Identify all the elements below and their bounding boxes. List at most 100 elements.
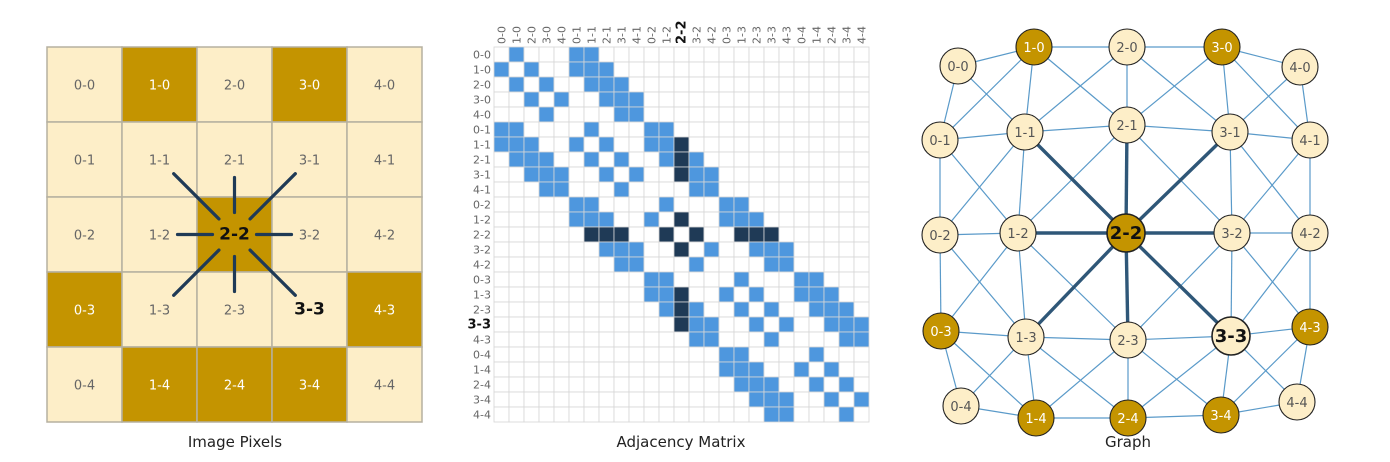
matrix-cell-1-4-1-2 — [658, 361, 675, 378]
matrix-cell-1-1-0-3 — [718, 136, 735, 153]
matrix-cell-3-2-3-2 — [688, 241, 705, 258]
matrix-cell-1-2-4-3 — [778, 211, 795, 228]
matrix-cell-3-4-3-3 — [763, 391, 780, 408]
matrix-row-label: 1-2 — [473, 214, 491, 227]
matrix-cell-0-0-4-4 — [853, 46, 870, 63]
matrix-cell-4-4-2-2 — [673, 406, 690, 423]
matrix-cell-1-2-3-3 — [763, 211, 780, 228]
matrix-cell-3-3-2-4 — [823, 316, 840, 333]
pixel-label: 3-3 — [294, 300, 325, 320]
matrix-cell-4-3-0-0 — [493, 331, 510, 348]
graph-edge — [1024, 46, 1128, 133]
matrix-cell-3-3-1-0 — [508, 316, 525, 333]
matrix-cell-1-4-2-4 — [823, 361, 840, 378]
matrix-cell-4-0-0-3 — [718, 106, 735, 123]
matrix-cell-1-3-4-0 — [553, 286, 570, 303]
matrix-cell-0-0-4-0 — [553, 46, 570, 63]
matrix-cell-4-4-0-1 — [568, 406, 585, 423]
matrix-cell-4-3-1-1 — [583, 331, 600, 348]
matrix-cell-1-4-0-1 — [568, 361, 585, 378]
matrix-cell-0-3-3-3 — [763, 271, 780, 288]
graph-node-4-0 — [1281, 48, 1319, 86]
matrix-cell-0-1-0-1 — [568, 121, 585, 138]
matrix-cell-4-2-3-0 — [538, 256, 555, 273]
matrix-cell-2-2-0-1 — [568, 226, 585, 243]
matrix-cell-4-4-2-4 — [823, 406, 840, 423]
matrix-cell-0-1-4-2 — [703, 121, 720, 138]
matrix-cell-3-2-4-4 — [853, 241, 870, 258]
matrix-cell-1-1-4-2 — [703, 136, 720, 153]
matrix-cell-1-1-4-4 — [853, 136, 870, 153]
matrix-cell-4-4-4-3 — [778, 406, 795, 423]
graph-edge — [1126, 46, 1223, 126]
matrix-cell-0-2-0-3 — [718, 196, 735, 213]
matrix-cell-2-1-0-1 — [568, 151, 585, 168]
matrix-cell-2-1-1-3 — [733, 151, 750, 168]
matrix-cell-1-3-4-1 — [628, 286, 645, 303]
matrix-cell-1-2-1-0 — [508, 211, 525, 228]
matrix-cell-1-1-2-4 — [823, 136, 840, 153]
matrix-cell-4-4-1-3 — [733, 406, 750, 423]
pixel-label: 1-0 — [149, 79, 170, 94]
matrix-cell-3-3-4-4 — [853, 316, 870, 333]
matrix-cell-0-2-0-1 — [568, 196, 585, 213]
matrix-cell-3-3-2-0 — [523, 316, 540, 333]
matrix-col-label: 1-3 — [736, 26, 749, 44]
matrix-cell-0-0-1-3 — [733, 46, 750, 63]
matrix-cell-4-1-3-3 — [763, 181, 780, 198]
matrix-cell-4-3-2-2 — [673, 331, 690, 348]
matrix-cell-2-4-0-1 — [568, 376, 585, 393]
matrix-cell-0-4-1-3 — [733, 346, 750, 363]
matrix-cell-1-1-2-1 — [598, 136, 615, 153]
matrix-cell-4-0-4-2 — [703, 106, 720, 123]
matrix-cell-1-1-0-1 — [568, 136, 585, 153]
matrix-cell-4-2-4-4 — [853, 256, 870, 273]
matrix-cell-2-4-1-2 — [658, 376, 675, 393]
matrix-cell-2-0-4-3 — [778, 76, 795, 93]
matrix-row-label: 3-2 — [473, 244, 491, 257]
matrix-cell-4-2-2-0 — [523, 256, 540, 273]
matrix-cell-2-3-4-3 — [778, 301, 795, 318]
matrix-cell-3-4-2-3 — [748, 391, 765, 408]
matrix-cell-4-1-2-0 — [523, 181, 540, 198]
matrix-cell-1-0-4-4 — [853, 61, 870, 78]
graph-edge — [940, 330, 1037, 419]
matrix-row-label: 2-0 — [473, 79, 491, 92]
matrix-cell-0-1-4-1 — [628, 121, 645, 138]
matrix-cell-0-4-4-3 — [778, 346, 795, 363]
matrix-cell-4-2-4-0 — [553, 256, 570, 273]
graph-node-label: 4-2 — [1299, 227, 1320, 242]
matrix-col-label: 4-3 — [781, 26, 794, 44]
matrix-cell-1-1-3-3 — [763, 136, 780, 153]
matrix-cell-1-3-1-2 — [658, 286, 675, 303]
graph-node-label: 1-3 — [1015, 331, 1036, 346]
matrix-cell-0-1-4-4 — [853, 121, 870, 138]
matrix-cell-0-4-0-0 — [493, 346, 510, 363]
matrix-cell-1-0-3-0 — [538, 61, 555, 78]
matrix-cell-0-1-3-0 — [538, 121, 555, 138]
matrix-cell-1-3-1-3 — [733, 286, 750, 303]
matrix-cell-4-1-4-0 — [553, 181, 570, 198]
matrix-cell-1-2-3-4 — [838, 211, 855, 228]
matrix-cell-3-3-2-1 — [598, 316, 615, 333]
matrix-cell-2-1-4-1 — [628, 151, 645, 168]
matrix-cell-1-4-1-1 — [583, 361, 600, 378]
matrix-cell-3-1-2-1 — [598, 166, 615, 183]
matrix-cell-2-2-0-2 — [643, 226, 660, 243]
matrix-cell-2-4-4-2 — [703, 376, 720, 393]
matrix-cell-4-4-2-3 — [748, 406, 765, 423]
graph-edge — [939, 131, 1026, 236]
matrix-cell-1-2-2-1 — [598, 211, 615, 228]
matrix-cell-2-4-4-0 — [553, 376, 570, 393]
matrix-cell-1-4-0-0 — [493, 361, 510, 378]
matrix-cell-0-2-3-3 — [763, 196, 780, 213]
matrix-cell-0-3-1-0 — [508, 271, 525, 288]
matrix-cell-2-0-0-2 — [643, 76, 660, 93]
matrix-cell-4-0-1-0 — [508, 106, 525, 123]
matrix-cell-3-3-2-2 — [673, 316, 690, 333]
matrix-cell-1-4-1-0 — [508, 361, 525, 378]
graph-node-label: 2-3 — [1117, 334, 1138, 349]
matrix-cell-0-3-3-0 — [538, 271, 555, 288]
matrix-cell-4-1-1-0 — [508, 181, 525, 198]
matrix-cell-3-3-3-1 — [613, 316, 630, 333]
